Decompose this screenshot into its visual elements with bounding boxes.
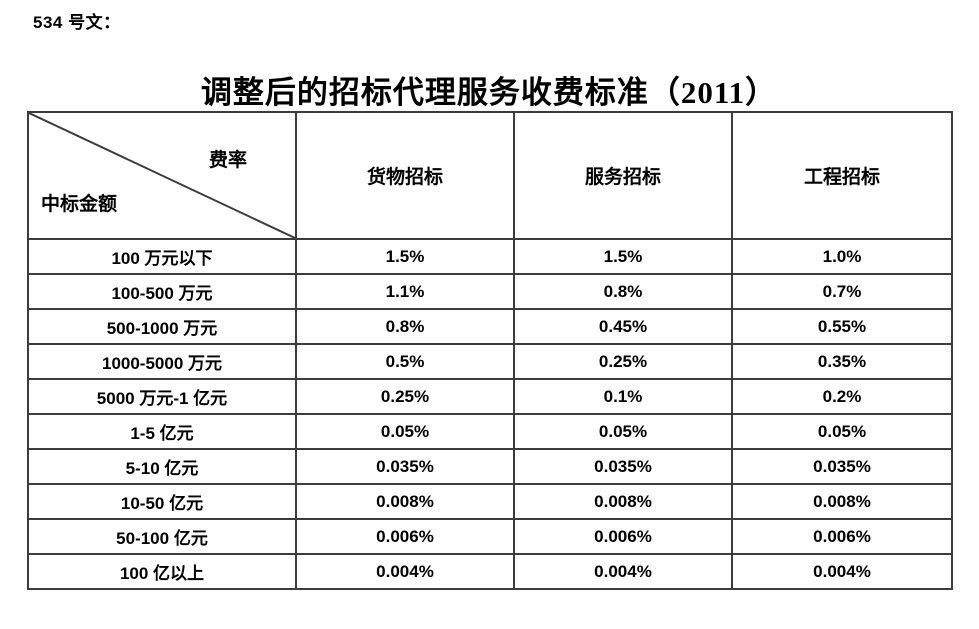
fee-rate-cell: 0.25% [295, 378, 515, 415]
table-row: 1-5 亿元 0.05% 0.05% 0.05% [27, 413, 953, 450]
column-header: 货物招标 [295, 111, 515, 240]
header-row: 费率 中标金额 货物招标 服务招标 工程招标 [27, 111, 953, 240]
table-row: 5-10 亿元 0.035% 0.035% 0.035% [27, 448, 953, 485]
table-row: 500-1000 万元 0.8% 0.45% 0.55% [27, 308, 953, 345]
table-body: 100 万元以下 1.5% 1.5% 1.0% 100-500 万元 1.1% 0.8% 0.… [27, 238, 953, 590]
document-ref-label: 534 号文： [33, 13, 121, 32]
row-label-amount-range: 10-50 亿元 [27, 483, 297, 520]
row-label-amount-range: 5-10 亿元 [27, 448, 297, 485]
table-row: 5000 万元-1 亿元 0.25% 0.1% 0.2% [27, 378, 953, 415]
fee-rate-cell: 1.0% [731, 238, 953, 275]
fee-rate-cell: 0.004% [513, 553, 733, 590]
corner-label-rate: 费率 [208, 150, 247, 171]
fee-rate-cell: 0.05% [513, 413, 733, 450]
fee-rate-cell: 0.05% [731, 413, 953, 450]
fee-rate-cell: 0.008% [295, 483, 515, 520]
fee-rate-cell: 0.8% [513, 273, 733, 310]
corner-label-bid-amount: 中标金额 [41, 194, 118, 215]
page-title: 调整后的招标代理服务收费标准（2011） [200, 74, 778, 110]
row-label-amount-range: 1-5 亿元 [27, 413, 297, 450]
column-header: 工程招标 [731, 111, 953, 240]
row-label-amount-range: 500-1000 万元 [27, 308, 297, 345]
fee-rate-cell: 0.004% [295, 553, 515, 590]
column-header: 服务招标 [513, 111, 733, 240]
fee-rate-cell: 0.55% [731, 308, 953, 345]
fee-rate-cell: 0.25% [513, 343, 733, 380]
corner-header-cell: 费率 中标金额 [27, 111, 297, 240]
row-label-amount-range: 5000 万元-1 亿元 [27, 378, 297, 415]
table-row: 100-500 万元 1.1% 0.8% 0.7% [27, 273, 953, 310]
fee-rate-cell: 0.035% [513, 448, 733, 485]
row-label-amount-range: 100 万元以下 [27, 238, 297, 275]
table-row: 100 亿以上 0.004% 0.004% 0.004% [27, 553, 953, 590]
row-label-amount-range: 100-500 万元 [27, 273, 297, 310]
fee-rate-cell: 0.35% [731, 343, 953, 380]
fee-rate-cell: 1.1% [295, 273, 515, 310]
table-row: 10-50 亿元 0.008% 0.008% 0.008% [27, 483, 953, 520]
table-row: 100 万元以下 1.5% 1.5% 1.0% [27, 238, 953, 275]
table-row: 50-100 亿元 0.006% 0.006% 0.006% [27, 518, 953, 555]
fee-rate-cell: 0.035% [295, 448, 515, 485]
fee-rate-cell: 0.5% [295, 343, 515, 380]
fee-rate-cell: 0.008% [513, 483, 733, 520]
fee-rate-cell: 0.2% [731, 378, 953, 415]
fee-rate-cell: 0.8% [295, 308, 515, 345]
fee-rate-cell: 0.1% [513, 378, 733, 415]
table-header: 费率 中标金额 货物招标 服务招标 工程招标 [27, 111, 953, 240]
row-label-amount-range: 50-100 亿元 [27, 518, 297, 555]
fee-rate-cell: 0.45% [513, 308, 733, 345]
fee-rate-cell: 0.008% [731, 483, 953, 520]
row-label-amount-range: 1000-5000 万元 [27, 343, 297, 380]
fee-rate-cell: 0.035% [731, 448, 953, 485]
fee-rate-cell: 0.006% [295, 518, 515, 555]
fee-rate-cell: 0.7% [731, 273, 953, 310]
diagonal-divider-line [29, 113, 295, 238]
row-label-amount-range: 100 亿以上 [27, 553, 297, 590]
fee-rate-cell: 0.004% [731, 553, 953, 590]
fee-rate-cell: 1.5% [295, 238, 515, 275]
fee-rate-table: 费率 中标金额 货物招标 服务招标 工程招标 100 万元以下 1.5% 1.5% 1.0… [27, 111, 953, 590]
fee-rate-cell: 1.5% [513, 238, 733, 275]
table-row: 1000-5000 万元 0.5% 0.25% 0.35% [27, 343, 953, 380]
fee-rate-cell: 0.006% [731, 518, 953, 555]
fee-rate-cell: 0.05% [295, 413, 515, 450]
fee-rate-cell: 0.006% [513, 518, 733, 555]
